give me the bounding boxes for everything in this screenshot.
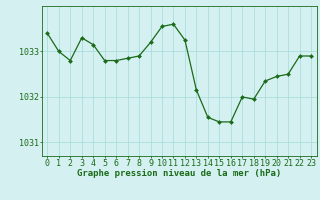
X-axis label: Graphe pression niveau de la mer (hPa): Graphe pression niveau de la mer (hPa): [77, 169, 281, 178]
